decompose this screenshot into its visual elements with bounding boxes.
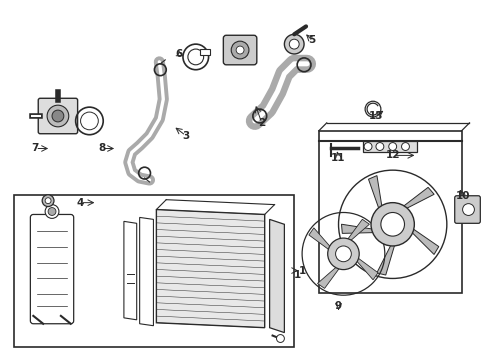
Text: 1: 1 xyxy=(294,270,301,279)
Circle shape xyxy=(371,203,415,246)
Circle shape xyxy=(389,143,396,150)
Text: 8: 8 xyxy=(98,144,106,153)
Circle shape xyxy=(52,110,64,122)
Polygon shape xyxy=(352,254,378,280)
Text: 10: 10 xyxy=(455,191,470,201)
Circle shape xyxy=(47,105,69,127)
Polygon shape xyxy=(270,219,284,333)
Polygon shape xyxy=(343,219,369,245)
Text: 4: 4 xyxy=(77,198,84,208)
Text: 13: 13 xyxy=(368,111,383,121)
Polygon shape xyxy=(397,187,434,212)
FancyBboxPatch shape xyxy=(30,215,74,324)
Circle shape xyxy=(276,334,284,342)
Text: 1: 1 xyxy=(299,266,306,276)
Text: 9: 9 xyxy=(335,301,342,311)
Circle shape xyxy=(48,208,56,215)
Polygon shape xyxy=(342,224,382,233)
Circle shape xyxy=(336,246,351,262)
Bar xyxy=(200,49,210,55)
Text: 5: 5 xyxy=(308,35,316,45)
FancyBboxPatch shape xyxy=(455,196,480,223)
Text: 2: 2 xyxy=(258,118,266,128)
Circle shape xyxy=(45,198,51,204)
Circle shape xyxy=(231,41,249,59)
Bar xyxy=(363,141,417,152)
Polygon shape xyxy=(406,224,439,255)
Text: 3: 3 xyxy=(182,131,190,141)
Polygon shape xyxy=(309,228,335,254)
Circle shape xyxy=(284,34,304,54)
Polygon shape xyxy=(377,237,397,275)
Circle shape xyxy=(289,39,299,49)
Text: 7: 7 xyxy=(31,144,39,153)
Text: 11: 11 xyxy=(331,153,346,163)
Circle shape xyxy=(381,212,405,236)
Circle shape xyxy=(45,204,59,219)
FancyBboxPatch shape xyxy=(38,98,77,134)
FancyBboxPatch shape xyxy=(223,35,257,65)
Text: 12: 12 xyxy=(386,150,400,161)
Circle shape xyxy=(42,195,54,207)
Polygon shape xyxy=(124,221,137,320)
Polygon shape xyxy=(318,262,343,288)
Text: 6: 6 xyxy=(175,49,183,59)
Bar xyxy=(14,195,294,347)
Circle shape xyxy=(401,143,410,150)
Circle shape xyxy=(236,46,244,54)
Circle shape xyxy=(463,204,474,215)
Circle shape xyxy=(364,143,372,150)
Bar xyxy=(319,131,462,293)
Polygon shape xyxy=(140,217,153,326)
Circle shape xyxy=(376,143,384,150)
Circle shape xyxy=(328,238,359,270)
Polygon shape xyxy=(368,176,383,216)
Polygon shape xyxy=(156,210,265,328)
